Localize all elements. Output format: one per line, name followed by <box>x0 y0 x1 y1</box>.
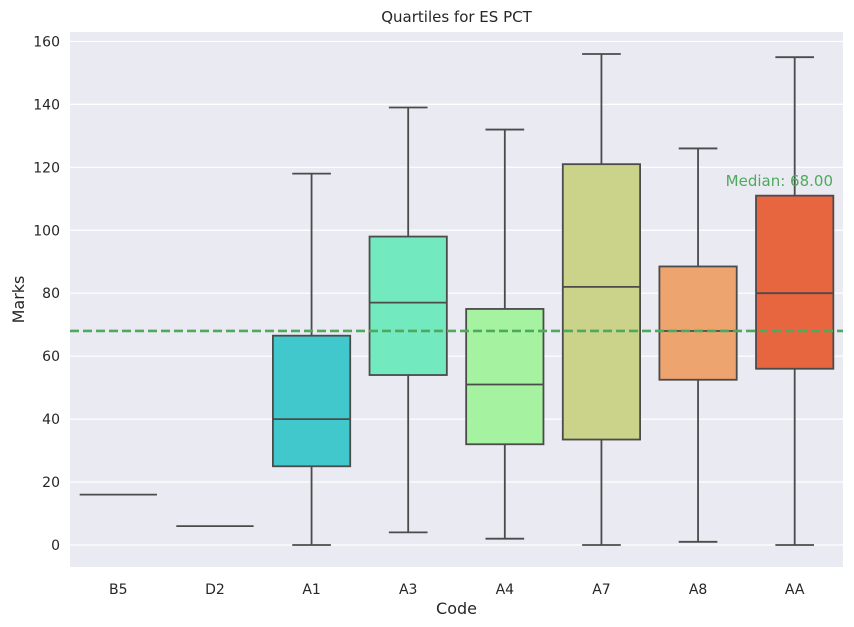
box-body-A7 <box>561 163 641 441</box>
x-tick-label-D2: D2 <box>205 582 225 598</box>
y-axis-label: Marks <box>9 276 28 324</box>
box-body-A8 <box>658 265 738 381</box>
x-tick-label-A1: A1 <box>302 582 320 598</box>
y-tick-label-20: 20 <box>42 475 60 491</box>
y-tick-labels: 0 20 40 60 80 100 120 140 160 <box>33 34 60 554</box>
box-body-AA <box>755 194 835 370</box>
y-tick-label-80: 80 <box>42 286 60 302</box>
y-tick-label-60: 60 <box>42 349 60 365</box>
x-tick-label-B5: B5 <box>109 582 128 598</box>
box-A3 <box>368 106 448 534</box>
y-tick-label-0: 0 <box>51 538 60 554</box>
y-tick-label-140: 140 <box>33 97 60 113</box>
box-AA <box>755 56 835 546</box>
x-tick-labels: B5 D2 A1 A3 A4 A7 A8 AA <box>109 582 805 598</box>
box-body-A1 <box>272 334 352 468</box>
box-body-A3 <box>368 235 448 376</box>
y-tick-label-120: 120 <box>33 160 60 176</box>
box-body-A4 <box>465 308 545 446</box>
x-tick-label-A4: A4 <box>496 582 515 598</box>
y-tick-label-40: 40 <box>42 412 60 428</box>
x-tick-label-A3: A3 <box>399 582 417 598</box>
y-tick-label-160: 160 <box>33 34 60 50</box>
x-tick-label-A7: A7 <box>592 582 610 598</box>
chart-title: Quartiles for ES PCT <box>381 8 532 26</box>
x-tick-label-AA: AA <box>785 582 805 598</box>
box-A7 <box>561 53 641 546</box>
grid-lines <box>70 40 843 546</box>
median-annotation: Median: 68.00 <box>726 172 833 190</box>
x-axis-label: Code <box>436 599 477 618</box>
x-tick-label-A8: A8 <box>689 582 707 598</box>
box-A1 <box>272 172 352 546</box>
y-tick-label-100: 100 <box>33 223 60 239</box>
